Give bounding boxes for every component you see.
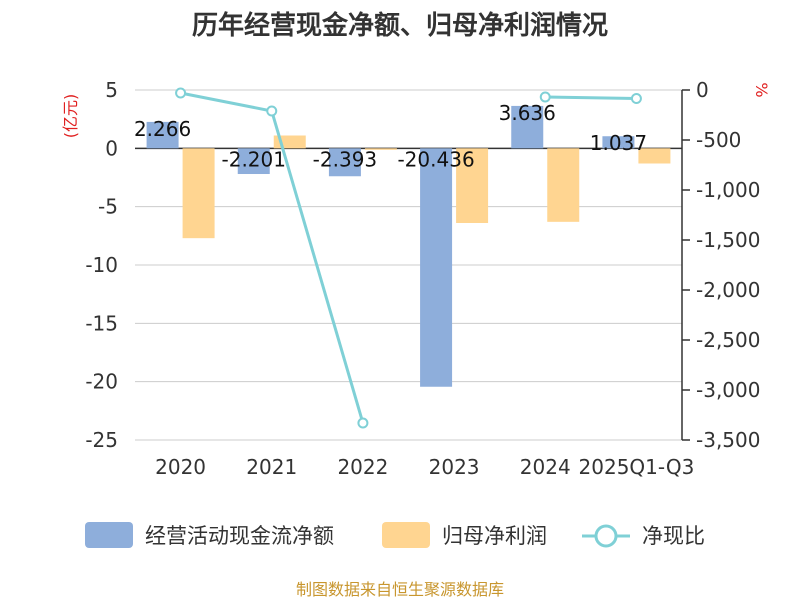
bars	[146, 105, 671, 387]
legend-label-cashflow: 经营活动现金流净额	[145, 524, 334, 548]
net-profit-bar	[182, 148, 215, 239]
y-right-tick-label: 0	[696, 78, 709, 102]
x-tick-label: 2023	[429, 455, 480, 479]
legend: 经营活动现金流净额 归母净利润 净现比	[85, 522, 705, 548]
data-labels: 2.266 -2.201 -2.393 -20.436 3.636 1.037	[134, 101, 647, 171]
ratio-point	[175, 87, 187, 99]
source-note: 制图数据来自恒生聚源数据库	[296, 580, 504, 599]
cashflow-bar	[237, 148, 270, 175]
legend-label-net-profit: 归母净利润	[442, 524, 547, 548]
cashflow-bar	[146, 121, 179, 149]
y-left-tick-label: -20	[85, 370, 118, 394]
y-right-tick-label: -2,500	[696, 328, 760, 352]
legend-item-cashflow[interactable]: 经营活动现金流净额	[85, 522, 334, 548]
cashflow-bar	[420, 148, 453, 387]
x-tick-label: 2025Q1-Q3	[579, 455, 695, 479]
x-tick-label: 2021	[246, 455, 297, 479]
legend-item-ratio[interactable]: 净现比	[582, 524, 705, 548]
net-profit-bar	[364, 148, 397, 150]
y-right-tick-label: -1,500	[696, 228, 760, 252]
ratio-point	[630, 93, 642, 104]
cashflow-data-label: -2.393	[313, 147, 377, 171]
cashflow-data-label: 1.037	[590, 131, 647, 155]
cashflow-bar	[328, 148, 361, 177]
cashflow-data-label: 3.636	[499, 101, 556, 125]
cashflow-data-label: -20.436	[397, 147, 474, 171]
net-profit-bar	[547, 148, 580, 222]
cashflow-data-label: -2.201	[222, 147, 286, 171]
y-right-tick-label: -1,000	[696, 178, 760, 202]
chart-title: 历年经营现金净额、归母净利润情况	[192, 10, 608, 41]
net-profit-bar	[638, 148, 671, 164]
axes: 5 0 -5 -10 -15 -20 -25 0 -500 -1,000 -1,500 -2,000 -…	[85, 78, 760, 479]
ratio-point	[539, 91, 551, 103]
cashflow-data-label: 2.266	[134, 117, 191, 141]
ratio-line-segment	[180, 91, 365, 424]
cashflow-bar	[602, 136, 635, 149]
y-left-tick-label: -10	[85, 253, 118, 277]
x-tick-label: 2024	[520, 455, 571, 479]
grid	[135, 89, 682, 441]
legend-swatch-net-profit	[382, 522, 430, 548]
ratio-point	[357, 417, 369, 429]
left-axis-unit: (亿元)	[61, 94, 80, 139]
right-axis-unit: %	[752, 82, 771, 97]
x-tick-label: 2020	[155, 455, 206, 479]
y-left-tick-label: 5	[105, 78, 118, 102]
y-right-tick-label: -500	[696, 128, 741, 152]
legend-swatch-cashflow	[85, 522, 133, 548]
legend-item-net-profit[interactable]: 归母净利润	[382, 522, 547, 548]
y-left-tick-label: -25	[85, 428, 118, 452]
y-right-tick-label: -2,000	[696, 278, 760, 302]
ratio-line	[175, 87, 642, 429]
legend-marker-ratio	[594, 524, 618, 548]
y-right-tick-label: -3,500	[696, 428, 760, 452]
y-left-tick-label: -5	[98, 195, 118, 219]
ratio-point	[266, 105, 278, 117]
cashflow-bar	[511, 105, 544, 149]
net-profit-bar	[456, 148, 489, 223]
legend-label-ratio: 净现比	[642, 524, 705, 548]
y-left-tick-label: -15	[85, 311, 118, 335]
x-tick-label: 2022	[337, 455, 388, 479]
y-right-tick-label: -3,000	[696, 378, 760, 402]
y-left-tick-label: 0	[105, 136, 118, 160]
ratio-line-segment	[545, 95, 637, 100]
